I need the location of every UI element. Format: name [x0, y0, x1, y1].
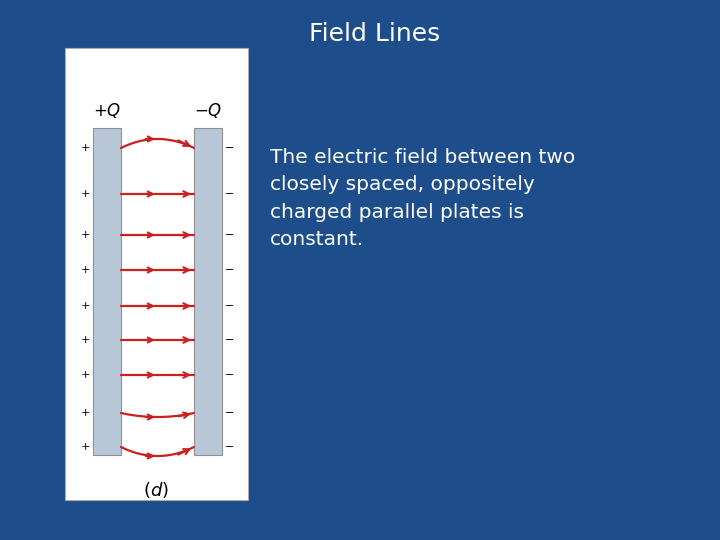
- Text: +: +: [81, 335, 90, 345]
- Text: −: −: [225, 408, 235, 418]
- Text: −: −: [225, 265, 235, 275]
- Text: −: −: [225, 143, 235, 153]
- Text: −: −: [225, 335, 235, 345]
- Text: +: +: [81, 370, 90, 380]
- Text: −: −: [225, 442, 235, 452]
- Text: +: +: [81, 265, 90, 275]
- Text: −: −: [225, 189, 235, 199]
- Bar: [65, 48, 248, 500]
- Text: +: +: [81, 442, 90, 452]
- Text: +: +: [81, 189, 90, 199]
- Text: −: −: [225, 301, 235, 311]
- Bar: [93, 128, 121, 455]
- Text: Field Lines: Field Lines: [310, 22, 441, 46]
- Text: +: +: [81, 408, 90, 418]
- Text: +: +: [81, 301, 90, 311]
- Text: The electric field between two
closely spaced, oppositely
charged parallel plate: The electric field between two closely s…: [270, 148, 575, 249]
- Text: −: −: [225, 370, 235, 380]
- Text: +: +: [81, 143, 90, 153]
- Text: $+Q$: $+Q$: [93, 101, 121, 120]
- Text: $-Q$: $-Q$: [194, 101, 222, 120]
- Text: −: −: [225, 230, 235, 240]
- Bar: [194, 128, 222, 455]
- Text: +: +: [81, 230, 90, 240]
- Text: $\mathit{(d)}$: $\mathit{(d)}$: [143, 480, 169, 500]
